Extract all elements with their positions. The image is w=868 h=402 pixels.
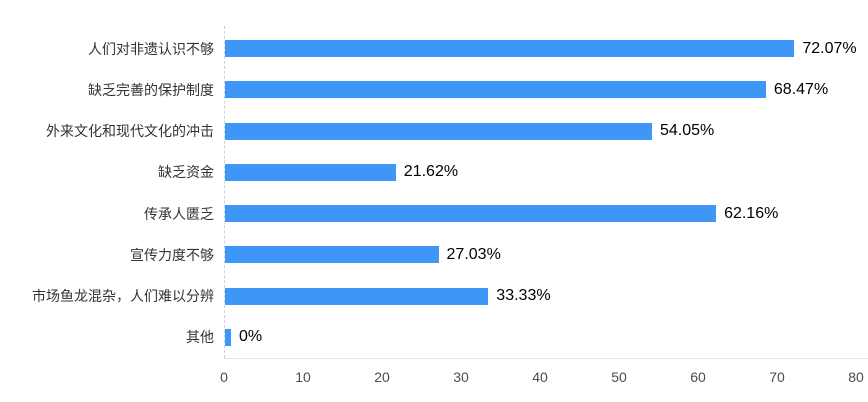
bar: [225, 40, 795, 58]
category-label: 缺乏资金: [158, 164, 214, 181]
bar: [225, 81, 766, 99]
value-label: 68.47%: [773, 80, 829, 98]
bar-row: 宣传力度不够 27.03%: [0, 234, 868, 275]
value-label: 54.05%: [659, 122, 715, 140]
bar-area: 33.33%: [225, 287, 551, 305]
bar-area: 54.05%: [225, 122, 714, 140]
value-label: 21.62%: [403, 163, 459, 181]
bar-rows: 人们对非遗认识不够 72.07% 缺乏完善的保护制度 68.47% 外来文化和现…: [0, 28, 868, 358]
value-label: 0%: [239, 328, 263, 346]
bar-area: 21.62%: [225, 163, 458, 181]
bar: [225, 287, 489, 305]
bar-area: 68.47%: [225, 81, 828, 99]
x-tick-label: 20: [374, 369, 390, 385]
category-label: 缺乏完善的保护制度: [88, 81, 214, 98]
x-tick-label: 40: [532, 369, 548, 385]
bar-row: 人们对非遗认识不够 72.07%: [0, 28, 868, 69]
y-axis-line: [224, 26, 225, 358]
bar: [225, 122, 652, 140]
bar-row: 市场鱼龙混杂，人们难以分辨 33.33%: [0, 276, 868, 317]
category-label: 宣传力度不够: [130, 246, 214, 263]
category-label: 人们对非遗认识不够: [88, 40, 214, 57]
bar-row: 缺乏资金 21.62%: [0, 152, 868, 193]
x-axis-line: [224, 358, 868, 359]
x-tick-label: 80: [848, 369, 864, 385]
category-label: 市场鱼龙混杂，人们难以分辨: [32, 288, 214, 305]
category-label: 外来文化和现代文化的冲击: [46, 123, 214, 140]
x-tick-label: 50: [611, 369, 627, 385]
bar-row: 传承人匮乏 62.16%: [0, 193, 868, 234]
value-label: 62.16%: [724, 204, 779, 222]
bar: [225, 205, 717, 223]
bar: [225, 163, 396, 181]
category-label: 传承人匮乏: [144, 205, 214, 222]
value-label: 27.03%: [446, 245, 501, 263]
x-tick-label: 0: [220, 369, 228, 385]
bar-area: 62.16%: [225, 205, 778, 223]
value-label: 33.33%: [496, 287, 551, 305]
category-label: 其他: [186, 329, 214, 346]
bar: [225, 328, 231, 346]
x-tick-label: 10: [295, 369, 311, 385]
bar-row: 其他 0%: [0, 317, 868, 358]
x-tick-label: 30: [453, 369, 469, 385]
bar-area: 0%: [225, 328, 262, 346]
bar-area: 72.07%: [225, 40, 857, 58]
x-tick-label: 60: [690, 369, 706, 385]
value-label: 72.07%: [802, 39, 857, 57]
bar-row: 外来文化和现代文化的冲击 54.05%: [0, 111, 868, 152]
bar-row: 缺乏完善的保护制度 68.47%: [0, 69, 868, 110]
x-tick-label: 70: [769, 369, 785, 385]
bar-area: 27.03%: [225, 246, 501, 264]
bar: [225, 246, 439, 264]
